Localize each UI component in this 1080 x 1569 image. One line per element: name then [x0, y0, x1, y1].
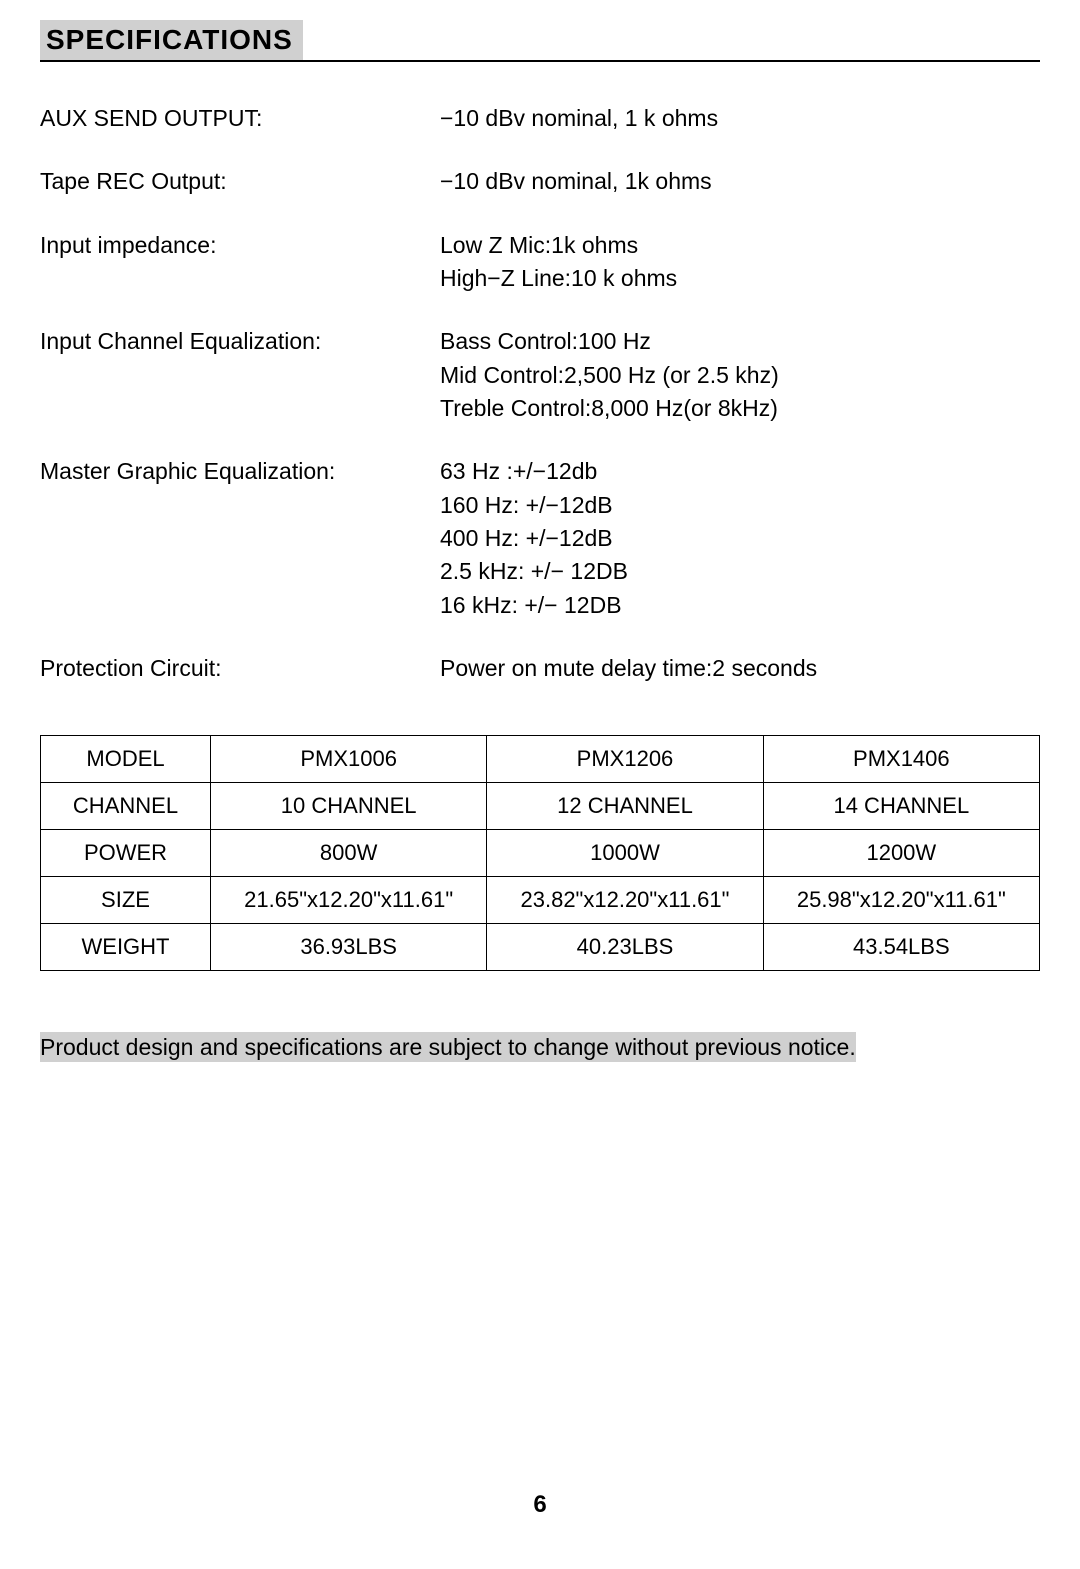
spec-value-line: 160 Hz: +/−12dB — [440, 489, 1040, 522]
spec-value-line: Bass Control:100 Hz — [440, 325, 1040, 358]
spec-label: Protection Circuit: — [40, 652, 440, 685]
table-cell: 1200W — [763, 830, 1039, 877]
spec-list: AUX SEND OUTPUT:−10 dBv nominal, 1 k ohm… — [40, 102, 1040, 685]
spec-value-line: Power on mute delay time:2 seconds — [440, 652, 1040, 685]
spec-value-line: Treble Control:8,000 Hz(or 8kHz) — [440, 392, 1040, 425]
table-cell: 800W — [211, 830, 487, 877]
table-cell: 23.82"x12.20"x11.61" — [487, 877, 763, 924]
spec-value-line: −10 dBv nominal, 1k ohms — [440, 165, 1040, 198]
table-cell: 40.23LBS — [487, 924, 763, 971]
table-cell: 10 CHANNEL — [211, 783, 487, 830]
spec-row: Input Channel Equalization:Bass Control:… — [40, 325, 1040, 425]
spec-value-line: Mid Control:2,500 Hz (or 2.5 khz) — [440, 359, 1040, 392]
table-cell: 43.54LBS — [763, 924, 1039, 971]
table-cell: 25.98"x12.20"x11.61" — [763, 877, 1039, 924]
section-title: SPECIFICATIONS — [40, 20, 303, 60]
table-cell: 14 CHANNEL — [763, 783, 1039, 830]
table-cell: 36.93LBS — [211, 924, 487, 971]
spec-label: Input Channel Equalization: — [40, 325, 440, 425]
table-cell: PMX1206 — [487, 736, 763, 783]
table-row: WEIGHT36.93LBS40.23LBS43.54LBS — [41, 924, 1040, 971]
table-row: SIZE21.65"x12.20"x11.61"23.82"x12.20"x11… — [41, 877, 1040, 924]
table-cell: PMX1406 — [763, 736, 1039, 783]
table-row: MODELPMX1006PMX1206PMX1406 — [41, 736, 1040, 783]
table-row-header: CHANNEL — [41, 783, 211, 830]
spec-value-line: 63 Hz :+/−12db — [440, 455, 1040, 488]
spec-value: Low Z Mic:1k ohmsHigh−Z Line:10 k ohms — [440, 229, 1040, 296]
spec-value-line: High−Z Line:10 k ohms — [440, 262, 1040, 295]
spec-value-line: Low Z Mic:1k ohms — [440, 229, 1040, 262]
spec-row: Master Graphic Equalization:63 Hz :+/−12… — [40, 455, 1040, 622]
table-row-header: SIZE — [41, 877, 211, 924]
spec-value-line: 16 kHz: +/− 12DB — [440, 589, 1040, 622]
table-cell: 21.65"x12.20"x11.61" — [211, 877, 487, 924]
spec-label: AUX SEND OUTPUT: — [40, 102, 440, 135]
spec-value: Bass Control:100 HzMid Control:2,500 Hz … — [440, 325, 1040, 425]
spec-value-line: 2.5 kHz: +/− 12DB — [440, 555, 1040, 588]
table-row: POWER800W1000W1200W — [41, 830, 1040, 877]
spec-row: Protection Circuit:Power on mute delay t… — [40, 652, 1040, 685]
spec-value-line: −10 dBv nominal, 1 k ohms — [440, 102, 1040, 135]
spec-row: Tape REC Output:−10 dBv nominal, 1k ohms — [40, 165, 1040, 198]
spec-value: 63 Hz :+/−12db160 Hz: +/−12dB400 Hz: +/−… — [440, 455, 1040, 622]
spec-label: Tape REC Output: — [40, 165, 440, 198]
section-header: SPECIFICATIONS — [40, 20, 1040, 62]
spec-row: AUX SEND OUTPUT:−10 dBv nominal, 1 k ohm… — [40, 102, 1040, 135]
table-row-header: POWER — [41, 830, 211, 877]
spec-row: Input impedance:Low Z Mic:1k ohmsHigh−Z … — [40, 229, 1040, 296]
spec-label: Master Graphic Equalization: — [40, 455, 440, 622]
spec-value: −10 dBv nominal, 1 k ohms — [440, 102, 1040, 135]
table-cell: 12 CHANNEL — [487, 783, 763, 830]
models-table: MODELPMX1006PMX1206PMX1406CHANNEL10 CHAN… — [40, 735, 1040, 971]
table-cell: PMX1006 — [211, 736, 487, 783]
notice-text: Product design and specifications are su… — [40, 1032, 856, 1062]
page-number: 6 — [40, 1491, 1040, 1519]
spec-value: Power on mute delay time:2 seconds — [440, 652, 1040, 685]
table-row-header: WEIGHT — [41, 924, 211, 971]
table-row: CHANNEL10 CHANNEL12 CHANNEL14 CHANNEL — [41, 783, 1040, 830]
table-cell: 1000W — [487, 830, 763, 877]
spec-value: −10 dBv nominal, 1k ohms — [440, 165, 1040, 198]
table-row-header: MODEL — [41, 736, 211, 783]
spec-label: Input impedance: — [40, 229, 440, 296]
notice-section: Product design and specifications are su… — [40, 1031, 1040, 1064]
spec-value-line: 400 Hz: +/−12dB — [440, 522, 1040, 555]
